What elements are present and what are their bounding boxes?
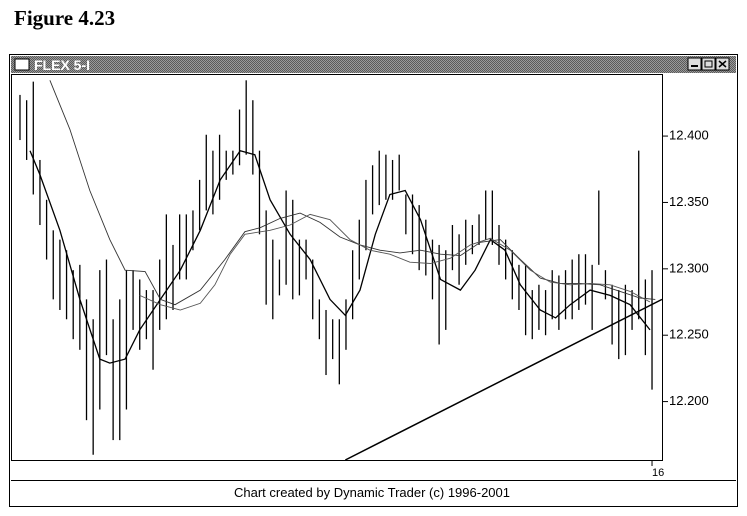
- moving-average: [139, 213, 651, 311]
- window-icon: [14, 58, 30, 71]
- moving-average: [49, 80, 656, 306]
- title-bar: [11, 56, 736, 73]
- y-tick-label: 12.400: [669, 128, 709, 143]
- y-tick-label: 12.250: [669, 327, 709, 342]
- close-glyph: [718, 60, 727, 68]
- y-tick-label: 12.350: [669, 194, 709, 209]
- minimize-button[interactable]: [687, 57, 702, 71]
- figure-title: Figure 4.23: [14, 6, 115, 30]
- moving-average: [29, 149, 651, 364]
- y-tick-label: 12.300: [669, 260, 709, 275]
- x-tick-label: 16: [652, 467, 664, 479]
- plot-area: [11, 74, 663, 461]
- window-buttons[interactable]: [687, 57, 730, 71]
- footer-text: Chart created by Dynamic Trader (c) 1996…: [234, 485, 510, 500]
- trend-line: [344, 298, 663, 461]
- maximize-glyph: [704, 60, 713, 68]
- y-tick-label: 12.200: [669, 393, 709, 408]
- window-title: FLEX 5-I: [34, 57, 90, 73]
- maximize-button[interactable]: [701, 57, 716, 71]
